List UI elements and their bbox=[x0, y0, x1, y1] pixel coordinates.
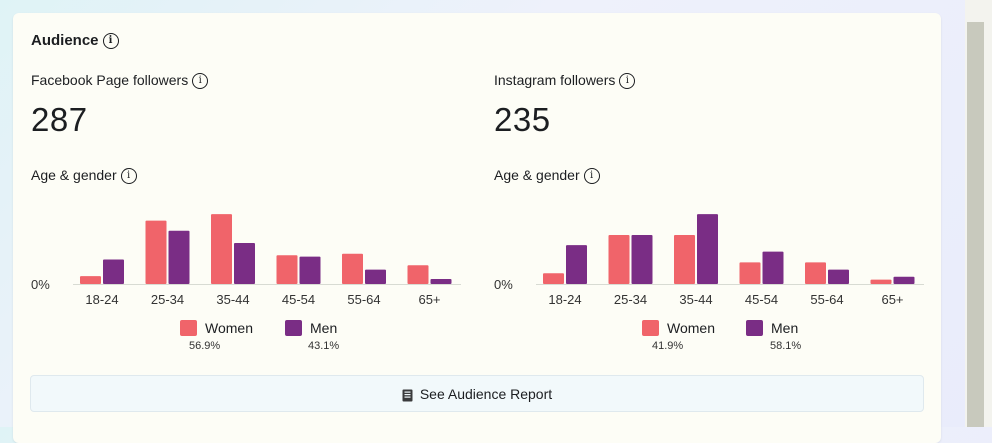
facebook-bar-men-25-34[interactable] bbox=[168, 230, 190, 284]
facebook-bar-men-35-44[interactable] bbox=[234, 242, 255, 284]
instagram-chart-label: Age & gender i bbox=[494, 167, 600, 185]
facebook-bar-women-65+[interactable] bbox=[407, 265, 429, 284]
facebook-legend: Women 56.9% Men 43.1% bbox=[31, 319, 471, 359]
instagram-bar-men-18-24[interactable] bbox=[566, 245, 587, 284]
see-audience-report-button[interactable]: See Audience Report bbox=[30, 375, 924, 412]
section-title-text: Audience bbox=[31, 32, 99, 49]
men-swatch bbox=[285, 319, 302, 336]
instagram-age-gender-chart: 0% 18-24 25-34 35-44 45-54 55-64 65+ bbox=[494, 214, 924, 307]
legend-item-women[interactable]: Women bbox=[180, 319, 253, 337]
facebook-metric-label-text: Facebook Page followers bbox=[31, 72, 189, 88]
instagram-bar-men-65+[interactable] bbox=[893, 276, 915, 284]
legend-label-women: Women bbox=[205, 319, 253, 336]
women-swatch bbox=[180, 319, 197, 336]
facebook-bar-women-25-34[interactable] bbox=[145, 220, 167, 284]
facebook-column: Facebook Page followers i 287 Age & gende… bbox=[31, 13, 471, 373]
instagram-xtick-65+: 65+ bbox=[881, 292, 903, 307]
see-audience-report-label: See Audience Report bbox=[419, 386, 553, 402]
info-icon[interactable]: i bbox=[619, 73, 636, 90]
info-icon[interactable]: i bbox=[192, 73, 209, 90]
report-book-icon bbox=[402, 389, 413, 402]
facebook-bar-men-55-64[interactable] bbox=[365, 269, 386, 284]
instagram-xtick-45-54: 45-54 bbox=[745, 292, 778, 307]
instagram-column: Instagram followers i 235 Age & gender i 0… bbox=[494, 13, 934, 373]
facebook-bar-men-65+[interactable] bbox=[430, 278, 452, 284]
facebook-xtick-18-24: 18-24 bbox=[85, 292, 118, 307]
legend-pct-men: 58.1% bbox=[770, 340, 802, 352]
instagram-bar-men-55-64[interactable] bbox=[828, 269, 849, 284]
instagram-xtick-18-24: 18-24 bbox=[548, 292, 581, 307]
legend-label-women: Women bbox=[667, 319, 715, 336]
facebook-xtick-35-44: 35-44 bbox=[216, 292, 249, 307]
instagram-legend: Women 41.9% Men 58.1% bbox=[494, 319, 934, 359]
facebook-xtick-45-54: 45-54 bbox=[282, 292, 315, 307]
facebook-bar-women-55-64[interactable] bbox=[342, 253, 363, 284]
facebook-metric-label: Facebook Page followers i bbox=[31, 72, 209, 90]
facebook-bar-women-45-54[interactable] bbox=[276, 255, 298, 284]
legend-pct-men: 43.1% bbox=[308, 340, 340, 352]
facebook-age-gender-chart: 0% 18-24 25-34 35-44 45-54 55-64 65+ bbox=[31, 214, 461, 307]
instagram-ytick-zero: 0% bbox=[494, 277, 513, 292]
legend-item-women[interactable]: Women bbox=[642, 319, 715, 337]
facebook-xtick-25-34: 25-34 bbox=[151, 292, 184, 307]
facebook-bar-women-35-44[interactable] bbox=[211, 214, 232, 284]
legend-item-men[interactable]: Men bbox=[746, 319, 798, 337]
men-swatch bbox=[746, 319, 763, 336]
instagram-xtick-35-44: 35-44 bbox=[679, 292, 712, 307]
instagram-followers-count: 235 bbox=[494, 101, 551, 138]
info-icon[interactable]: i bbox=[102, 33, 119, 50]
audience-card: Audience i Facebook Page followers i 287 A… bbox=[13, 13, 941, 443]
facebook-bar-women-18-24[interactable] bbox=[80, 276, 101, 284]
info-icon[interactable]: i bbox=[583, 168, 600, 185]
instagram-xtick-25-34: 25-34 bbox=[614, 292, 647, 307]
scrollbar[interactable] bbox=[965, 0, 992, 427]
legend-label-men: Men bbox=[310, 319, 338, 336]
instagram-bar-men-45-54[interactable] bbox=[762, 251, 784, 284]
section-title: Audience i bbox=[31, 32, 119, 50]
instagram-bar-women-18-24[interactable] bbox=[543, 273, 564, 284]
facebook-bar-men-45-54[interactable] bbox=[299, 256, 321, 284]
facebook-chart-label: Age & gender i bbox=[31, 167, 137, 185]
instagram-metric-label-text: Instagram followers bbox=[494, 72, 616, 88]
facebook-followers-count: 287 bbox=[31, 101, 88, 138]
instagram-bar-women-65+[interactable] bbox=[870, 279, 892, 284]
legend-pct-women: 56.9% bbox=[189, 340, 221, 352]
women-swatch bbox=[642, 319, 659, 336]
instagram-xtick-55-64: 55-64 bbox=[810, 292, 843, 307]
facebook-chart-label-text: Age & gender bbox=[31, 167, 117, 183]
facebook-xtick-65+: 65+ bbox=[418, 292, 440, 307]
instagram-bar-men-35-44[interactable] bbox=[697, 214, 718, 284]
facebook-bar-men-18-24[interactable] bbox=[103, 259, 124, 284]
instagram-bar-women-55-64[interactable] bbox=[805, 262, 826, 284]
info-icon[interactable]: i bbox=[120, 168, 137, 185]
instagram-bar-men-25-34[interactable] bbox=[631, 235, 653, 284]
legend-pct-women: 41.9% bbox=[652, 340, 684, 352]
legend-item-men[interactable]: Men bbox=[285, 319, 337, 337]
instagram-bar-women-45-54[interactable] bbox=[739, 262, 761, 284]
facebook-ytick-zero: 0% bbox=[31, 277, 50, 292]
facebook-xtick-55-64: 55-64 bbox=[347, 292, 380, 307]
instagram-bar-women-35-44[interactable] bbox=[674, 235, 695, 284]
legend-label-men: Men bbox=[771, 319, 799, 336]
scrollbar-thumb[interactable] bbox=[967, 22, 984, 427]
instagram-bar-women-25-34[interactable] bbox=[608, 235, 630, 284]
instagram-metric-label: Instagram followers i bbox=[494, 72, 636, 90]
instagram-chart-label-text: Age & gender bbox=[494, 167, 580, 183]
